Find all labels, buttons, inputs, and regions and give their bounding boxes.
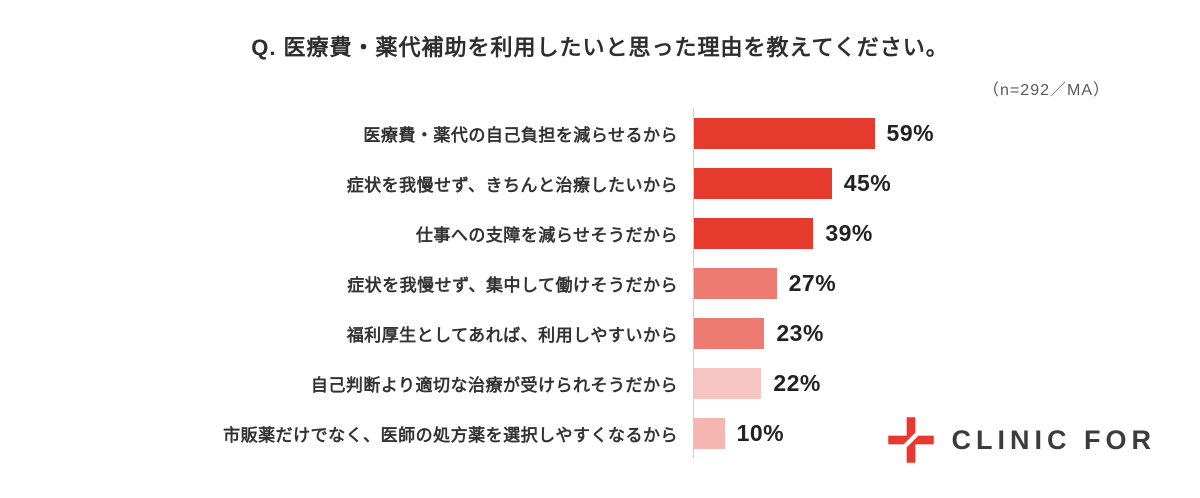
chart-title: Q. 医療費・薬代補助を利用したいと思った理由を教えてください。 [251,35,949,60]
logo-text: CLINIC FOR [951,424,1156,455]
bar-value: 23% [776,319,824,346]
bar [694,167,832,199]
bar-label: 症状を我慢せず、きちんと治療したいから [346,175,678,195]
bar-label: 福利厚生としてあれば、利用しやすいから [346,325,678,345]
plot-area [693,358,762,408]
bar-label: 市販薬だけでなく、医師の処方薬を選択しやすくなるから [223,425,678,445]
plot-area [693,158,832,208]
plot-area [693,408,725,458]
bar-row: 福利厚生としてあれば、利用しやすいから 23% [0,308,1200,358]
bar [694,417,725,449]
plot-area [693,108,875,158]
sample-size-note: （n=292／MA） [983,82,1110,99]
bar-label: 仕事への支障を減らせそうだから [415,225,678,245]
bar-row: 症状を我慢せず、集中して働けそうだから 27% [0,258,1200,308]
bar-row: 市販薬だけでなく、医師の処方薬を選択しやすくなるから 10% [0,408,1200,458]
plot-area [693,258,777,308]
bar [694,267,777,299]
bar-row: 症状を我慢せず、きちんと治療したいから 45% [0,158,1200,208]
bar-value: 27% [788,269,837,296]
bar [694,317,765,349]
logo: CLINIC FOR [885,414,1157,466]
bar-label: 医療費・薬代の自己負担を減らせるから [363,125,678,145]
bar-value: 39% [825,219,873,246]
bar-row: 自己判断より適切な治療が受けられそうだから 22% [0,358,1200,408]
bar [694,117,875,149]
plot-area [693,308,765,358]
bar [694,367,762,399]
bar-chart: 医療費・薬代の自己負担を減らせるから 59% 症状を我慢せず、きちんと治療したい… [0,108,1200,458]
bar-value: 22% [773,369,821,396]
bar-value: 10% [736,419,785,446]
bar-value: 59% [886,119,935,146]
plot-area [693,208,814,258]
bar-row: 医療費・薬代の自己負担を減らせるから 59% [0,108,1200,158]
bar-row: 仕事への支障を減らせそうだから 39% [0,208,1200,258]
bar [694,217,814,249]
bar-label: 症状を我慢せず、集中して働けそうだから [347,275,678,295]
clinic-for-cross-icon [887,417,934,463]
bar-value: 45% [843,169,892,196]
bar-label: 自己判断より適切な治療が受けられそうだから [310,375,678,395]
